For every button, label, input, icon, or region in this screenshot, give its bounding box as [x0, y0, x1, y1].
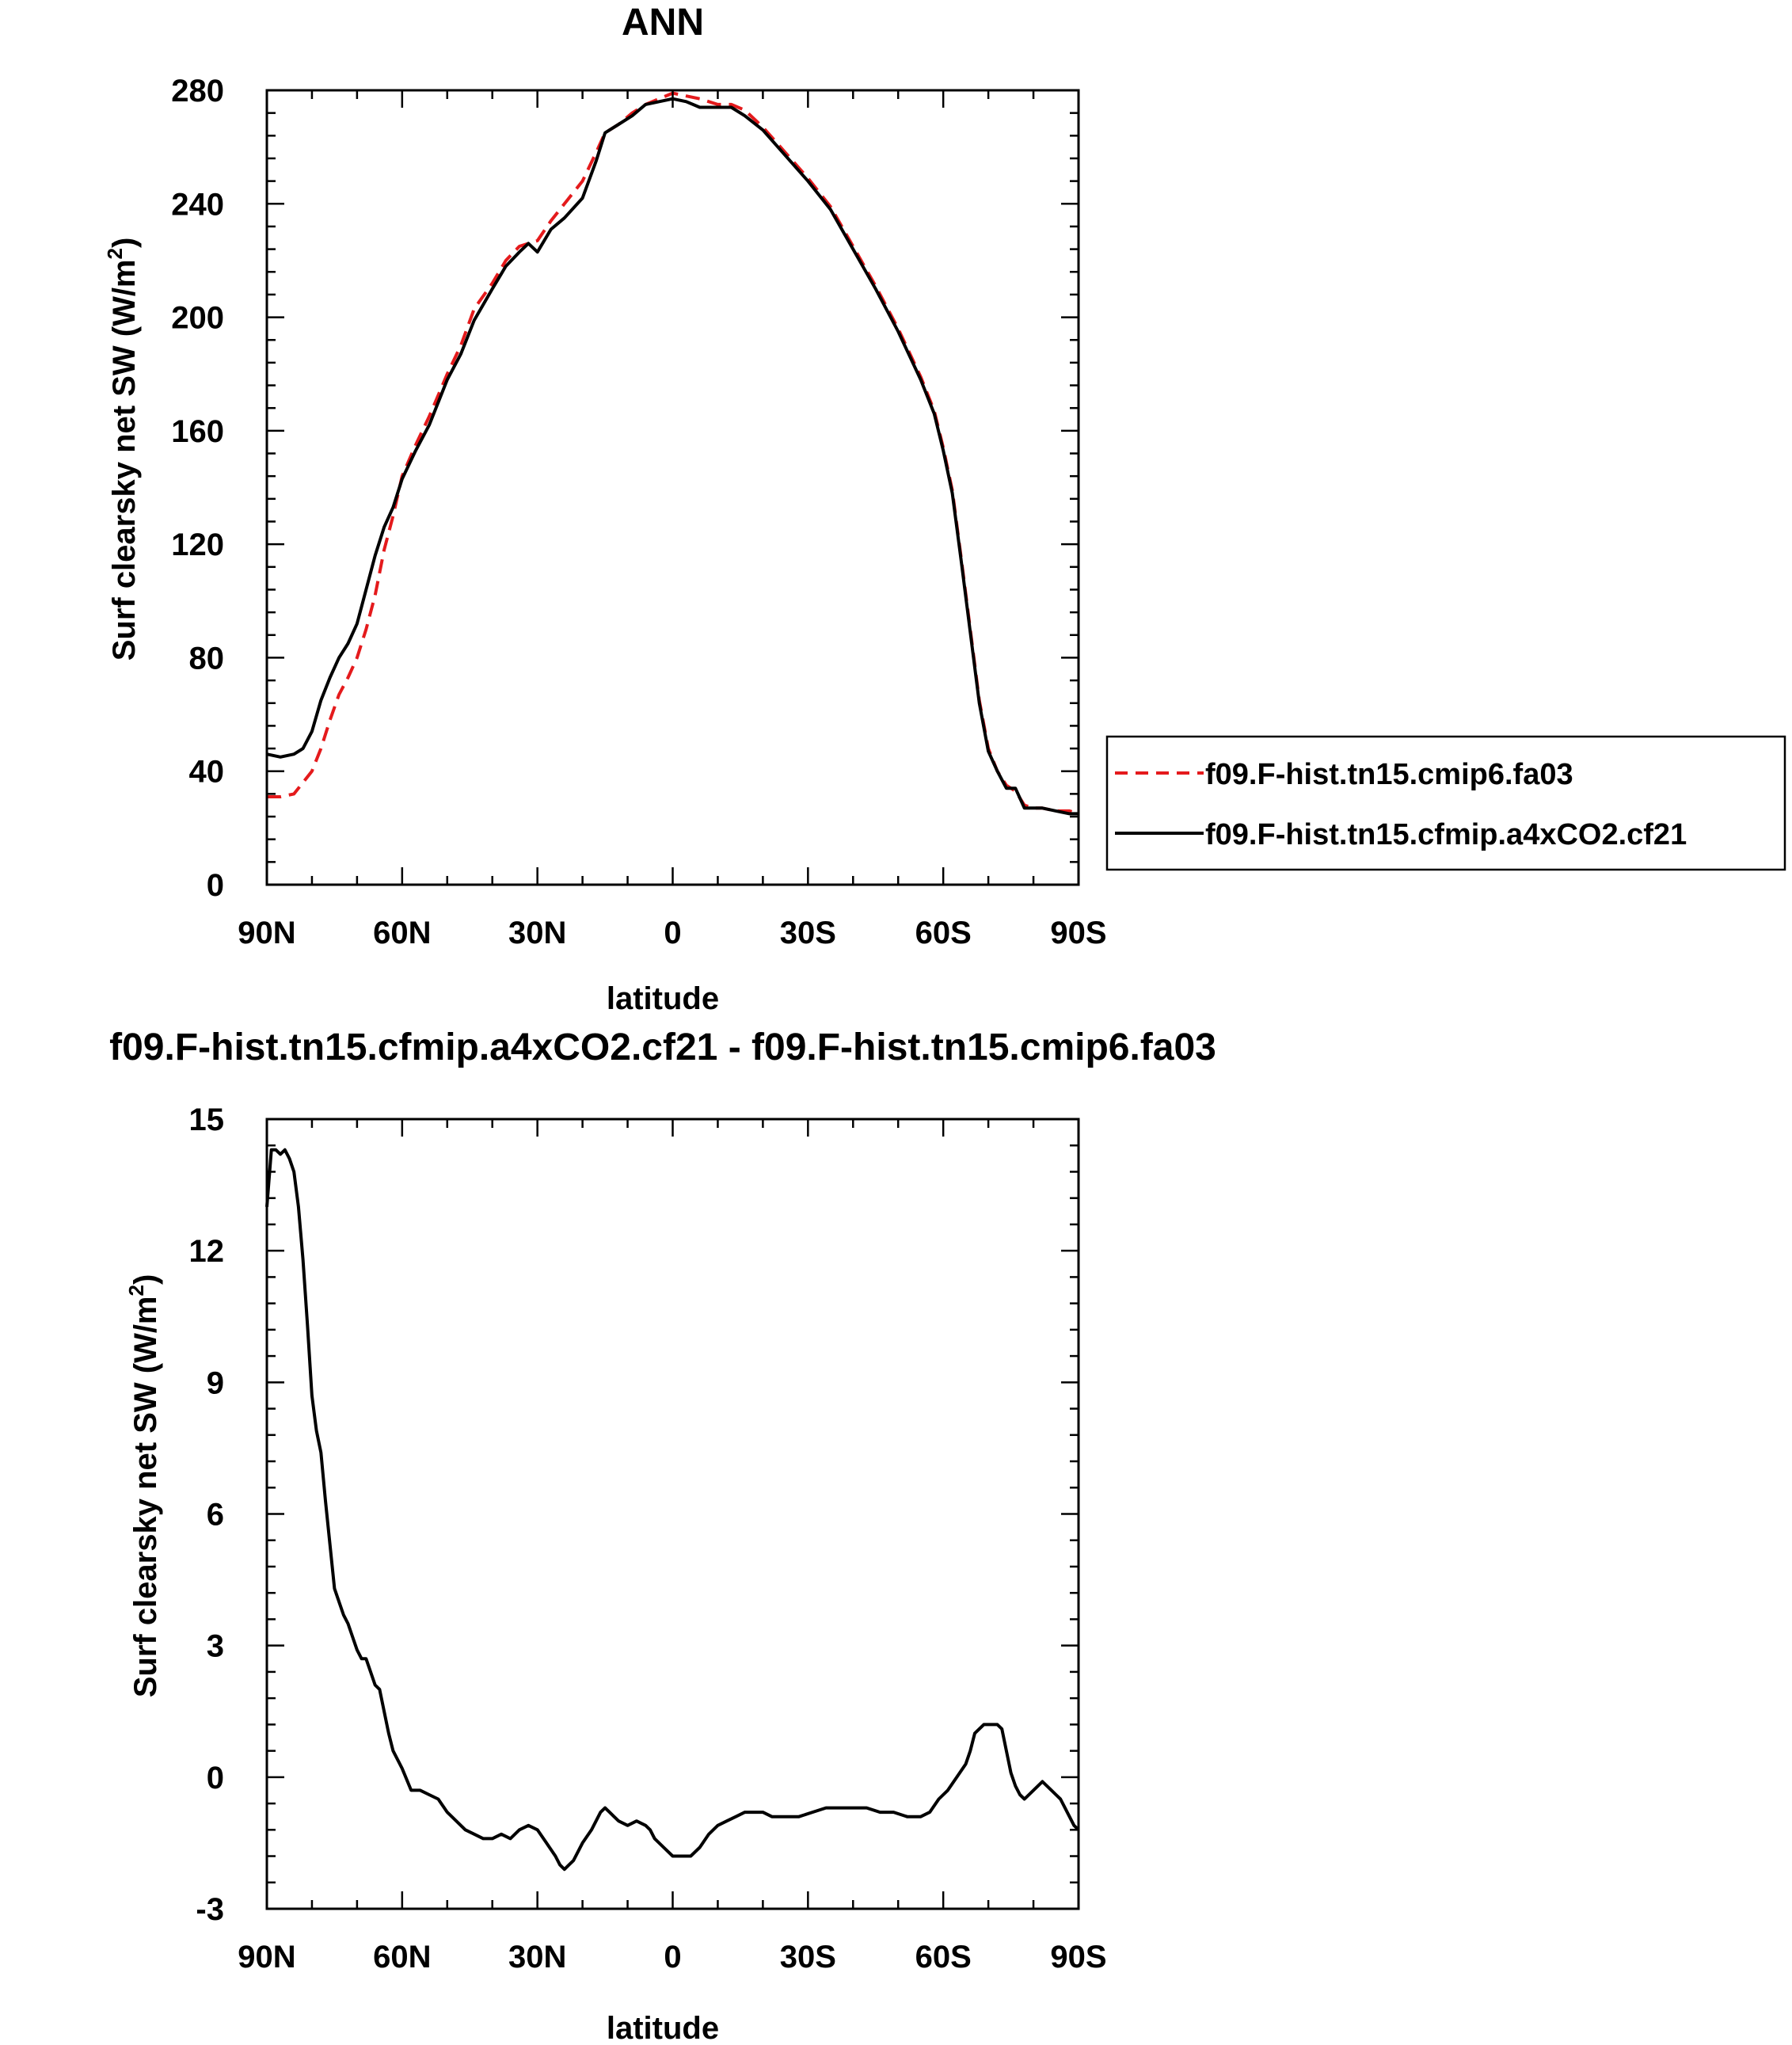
- top-chart-ytick-label: 40: [189, 755, 225, 790]
- legend-label-a4xco2: f09.F-hist.tn15.cfmip.a4xCO2.cf21: [1205, 818, 1687, 851]
- top-chart-ytick-label: 160: [171, 414, 224, 449]
- bottom-chart-xtick-label: 30S: [780, 1940, 836, 1975]
- top-chart-frame: [265, 89, 1080, 886]
- legend-box: [1105, 735, 1786, 871]
- top-chart-series-line-0: [267, 91, 1079, 816]
- top-chart-ylabel: Surf clearsky net SW (W/m2): [103, 238, 142, 661]
- legend-label-cmip6: f09.F-hist.tn15.cmip6.fa03: [1205, 758, 1573, 791]
- top-chart-ylabel-sup: 2: [103, 248, 127, 259]
- top-chart-ytick-label: 80: [189, 641, 225, 676]
- bottom-chart-ytick-label: 15: [189, 1102, 225, 1137]
- legend: f09.F-hist.tn15.cmip6.fa03 f09.F-hist.tn…: [1105, 735, 1786, 871]
- bottom-chart-ytick-label: 3: [207, 1629, 224, 1664]
- top-chart-ytick-label: 200: [171, 301, 224, 336]
- top-chart-xtick-label: 90N: [238, 916, 295, 950]
- top-chart-ytick-label: 240: [171, 187, 224, 222]
- bottom-chart-panel: f09.F-hist.tn15.cfmip.a4xCO2.cf21 - f09.…: [109, 1026, 1216, 2045]
- bottom-chart-ylabel-sup: 2: [124, 1285, 148, 1296]
- top-chart-ytick-label: 120: [171, 527, 224, 562]
- top-chart-xtick-label: 60S: [915, 916, 972, 950]
- bottom-chart-plot: 90N 60N 30N 0 30S 60S 90S -3 0 3 6 9 12 15: [189, 1102, 1107, 1975]
- bottom-chart-ytick-label: -3: [196, 1892, 224, 1927]
- bottom-chart-ytick-label: 6: [207, 1498, 224, 1533]
- bottom-chart-ylabel-text: Surf clearsky net SW (W/m: [128, 1297, 163, 1698]
- bottom-chart-ylabel: Surf clearsky net SW (W/m2): [124, 1274, 163, 1698]
- bottom-chart-series-line-0: [265, 1148, 1080, 1872]
- top-chart-ylabel-close: ): [107, 238, 142, 248]
- top-chart-xtick-label: 30S: [780, 916, 836, 950]
- bottom-chart-xlabel: latitude: [607, 2011, 719, 2045]
- top-chart-ytick-label: 0: [207, 868, 224, 903]
- bottom-chart-ylabel-close: ): [128, 1274, 163, 1285]
- bottom-chart-xtick-label: 60N: [373, 1940, 431, 1975]
- top-chart-xtick-label: 90S: [1050, 916, 1106, 950]
- top-chart-xtick-label: 60N: [373, 916, 431, 950]
- bottom-chart-ytick-label: 12: [189, 1234, 225, 1269]
- bottom-chart-frame: [265, 1118, 1080, 1910]
- top-chart-xtick-label: 0: [664, 916, 681, 950]
- bottom-chart-xtick-label: 90N: [238, 1940, 295, 1975]
- bottom-chart-xtick-label: 0: [664, 1940, 681, 1975]
- top-chart-plot: 90N 60N 30N 0 30S 60S 90S 0 40 80 120 160 200 240 280: [171, 74, 1106, 950]
- top-chart-title: ANN: [622, 2, 704, 44]
- bottom-chart-title: f09.F-hist.tn15.cfmip.a4xCO2.cf21 - f09.…: [109, 1026, 1216, 1068]
- bottom-chart-xtick-label: 30N: [508, 1940, 566, 1975]
- top-chart-ytick-label: 280: [171, 74, 224, 109]
- top-chart-panel: ANN 90N 60N 30N 0 30S 60S 90S 0 40 80 120 160 200 240…: [103, 2, 1786, 1016]
- bottom-chart-xtick-label: 90S: [1050, 1940, 1106, 1975]
- top-chart-ylabel-text: Surf clearsky net SW (W/m: [107, 260, 142, 661]
- top-chart-xlabel: latitude: [607, 981, 719, 1016]
- bottom-chart-xtick-label: 60S: [915, 1940, 972, 1975]
- bottom-chart-ytick-label: 0: [207, 1761, 224, 1796]
- top-chart-series-line-1: [266, 97, 1079, 816]
- top-chart-xtick-label: 30N: [508, 916, 566, 950]
- bottom-chart-ytick-label: 9: [207, 1365, 224, 1400]
